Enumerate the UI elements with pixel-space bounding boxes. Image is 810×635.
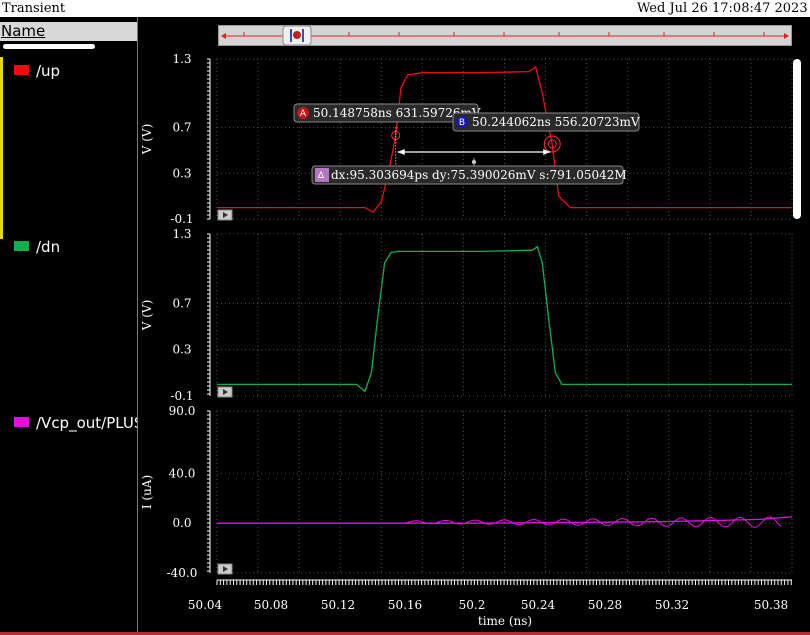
time-scrollbar-overview — [221, 25, 789, 46]
marker-badge — [456, 116, 468, 128]
x-tick-label: 50.2 — [459, 598, 486, 612]
selection-indicator — [0, 57, 3, 239]
trace-up — [217, 65, 792, 213]
y-tick-label: 0.3 — [172, 166, 191, 180]
marker-badge-label: B — [459, 118, 465, 128]
signal-item-dn[interactable]: /dn — [14, 238, 60, 256]
y-tick-label: -0.1 — [170, 212, 193, 226]
marker-b-point[interactable] — [547, 139, 557, 149]
delta-tag-box — [311, 165, 624, 185]
marker-b-tag[interactable]: B 50.244062ns 556.20723mV — [452, 112, 640, 132]
y-tick-label: 40.0 — [169, 466, 196, 480]
title-bar: Transient Wed Jul 26 17:08:47 2023 2 — [0, 0, 810, 17]
y-tick-label: 1.3 — [172, 227, 191, 241]
play-icon — [223, 212, 228, 218]
y-tick-label: 1.3 — [172, 52, 191, 66]
trace-Vcp_out-PLUS — [217, 516, 793, 524]
x-tick-label: 50.12 — [321, 598, 355, 612]
color-swatch — [14, 65, 29, 75]
y-tick-label: -40.0 — [167, 566, 198, 580]
marker-badge — [315, 168, 329, 182]
vertical-scrollbar[interactable] — [793, 59, 801, 219]
y-tick-label: -0.1 — [170, 389, 193, 403]
trace-ripple — [405, 516, 782, 528]
datetime: Wed Jul 26 17:08:47 2023 2 — [637, 1, 810, 16]
y-axis-label: I (uA) — [140, 475, 154, 509]
x-axis-label: time (ns) — [478, 614, 532, 628]
x-tick-label: 50.08 — [254, 598, 288, 612]
marker-b-tag-box — [452, 112, 640, 132]
x-tick-label: 50.28 — [588, 598, 622, 612]
color-swatch — [14, 417, 29, 427]
marker-badge-label: A — [300, 109, 307, 119]
x-tick-label: 50.38 — [754, 598, 788, 612]
y-tick-label: 0.3 — [172, 343, 191, 357]
y-tick-label: 0.7 — [172, 296, 191, 310]
marker-badge-label: Δ — [318, 171, 325, 181]
x-tick-label: 50.32 — [655, 598, 689, 612]
delta-tag-label: dx:95.303694ps dy:75.390026mV s:791.0504… — [331, 168, 627, 182]
y-axis-label: V (V) — [140, 124, 154, 156]
window-title: Transient — [2, 1, 66, 16]
horizontal-scrollbar[interactable] — [3, 44, 95, 49]
delta-arrow-head — [397, 149, 405, 155]
x-tick-label: 50.04 — [188, 598, 223, 612]
time-scrollbar[interactable] — [218, 25, 792, 46]
signal-item-up[interactable]: /up — [14, 62, 60, 80]
marker-badge — [297, 107, 309, 119]
signal-list-panel: Name /up /dn /Vcp_out/PLUS — [0, 17, 138, 632]
y-tick-label: 90.0 — [169, 404, 196, 418]
y-tick-label: 0.7 — [172, 121, 191, 135]
trace-dn — [217, 245, 792, 393]
bottom-border — [0, 632, 810, 635]
marker-a-tag-label: 50.148758ns 631.59726mV — [313, 106, 481, 120]
y-tick-label: 0.0 — [172, 516, 191, 530]
play-icon — [223, 389, 228, 395]
x-tick-label: 50.16 — [388, 598, 422, 612]
delta-arrow-head — [543, 149, 551, 155]
marker-b-tag-label: 50.244062ns 556.20723mV — [472, 115, 640, 129]
name-column-header[interactable]: Name — [0, 22, 137, 41]
color-swatch — [14, 241, 29, 251]
marker-b-ring — [543, 135, 561, 153]
x-tick-label: 50.24 — [521, 598, 556, 612]
play-icon — [223, 566, 228, 572]
y-axis-label: V (V) — [140, 300, 154, 332]
signal-item-vcp-out[interactable]: /Vcp_out/PLUS — [14, 414, 137, 432]
scroll-thumb[interactable] — [282, 25, 312, 46]
